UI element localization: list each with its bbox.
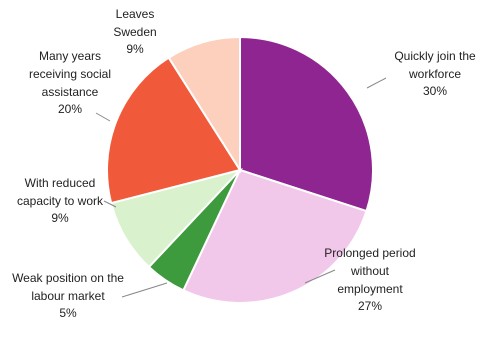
value-label: 5% — [59, 306, 77, 320]
slice-label: Prolonged period without employment — [324, 246, 415, 296]
slice-label: Weak position on the labour market — [12, 271, 124, 303]
leader-line — [103, 200, 117, 208]
label-line: With reduced — [25, 176, 96, 190]
label-line: Leaves — [116, 7, 155, 21]
label-line: Sweden — [113, 25, 156, 39]
pie-slice — [239, 35, 374, 213]
slice-label: Leaves Sweden — [113, 7, 156, 39]
value-label: 9% — [126, 42, 144, 56]
leader-line — [95, 112, 111, 122]
label-line: Weak position on the — [12, 271, 124, 285]
label-line: receiving social — [29, 67, 111, 81]
label-line: Prolonged period — [324, 246, 415, 260]
value-label: 30% — [423, 84, 447, 98]
leader-line — [304, 269, 336, 284]
slice-label: With reduced capacity to work — [17, 176, 104, 208]
slice-label: Quickly join the workforce — [394, 49, 476, 81]
label-line: Quickly join the — [394, 49, 476, 63]
pie-slice — [106, 56, 242, 205]
value-label: 20% — [58, 102, 82, 116]
value-label: 9% — [51, 211, 69, 225]
label-line: capacity to work — [17, 194, 104, 208]
label-line: Many years — [39, 49, 101, 63]
value-label: 27% — [358, 299, 382, 313]
leader-line — [121, 282, 168, 298]
label-line: assistance — [42, 85, 99, 99]
pie-slice — [182, 168, 368, 304]
label-line: employment — [337, 282, 403, 296]
label-line: labour market — [31, 289, 105, 303]
slice-label: Many years receiving social assistance — [29, 49, 111, 99]
pie-slice — [167, 35, 241, 174]
leader-line — [366, 77, 387, 89]
label-line: without — [350, 264, 390, 278]
label-line: workforce — [408, 67, 461, 81]
